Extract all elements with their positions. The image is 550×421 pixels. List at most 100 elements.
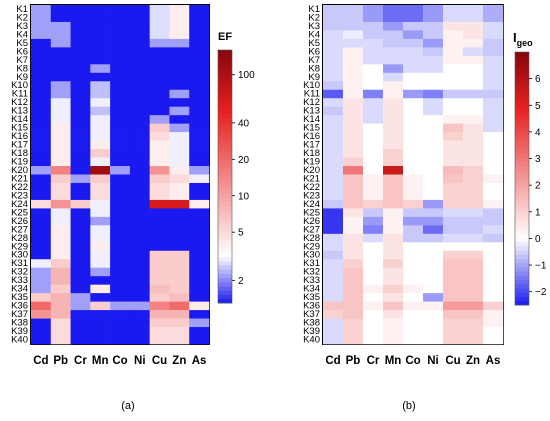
heatmap-cell-K21-Co [110,174,131,184]
heatmap-cell-K28-Zn [463,233,484,243]
heatmap-cell-K23-Ni [129,191,150,201]
colorbar-segment [515,283,529,289]
heatmap-cell-K37-Cu [443,310,464,319]
heatmap-cell-K1-Ni [129,5,150,14]
colorbar-segment [218,155,232,161]
heatmap-cell-K9-Co [110,72,131,82]
heatmap-cell-K18-Ni [423,149,444,158]
heatmap-cell-K7-Mn [90,55,111,65]
heatmap-cell-K3-Zn [169,21,190,31]
colorbar-frame [217,49,233,304]
heatmap-cell-K3-Ni [423,21,444,31]
heatmap-cell-K11-Pb [50,89,71,99]
heatmap-igeo: K1K2K3K4K5K6K7K8K9K10K11K12K13K14K15K16K… [303,4,547,367]
column-label: Zn [172,355,186,367]
heatmap-cell-K32-Co [403,267,424,277]
heatmap-cell-K37-Mn [383,310,404,319]
heatmap-cell-K20-Cd [323,166,344,175]
heatmap-cell-K37-Cu [149,310,170,319]
heatmap-cell-K8-Cr [70,64,91,74]
colorbar-segment [218,294,232,300]
colorbar-segment [515,233,529,238]
heatmap-cell-K6-Cu [149,47,170,57]
heatmap-cell-K23-Zn [169,191,190,201]
heatmap-cell-K34-Pb [50,284,71,294]
heatmap-cell-K35-As [189,293,210,302]
heatmap-cell-K11-As [483,89,504,99]
heatmap-cell-K14-Pb [50,115,71,124]
row-label: K7 [16,55,28,66]
heatmap-cell-K11-Cu [443,89,464,99]
heatmap-cell-K6-Zn [463,47,484,57]
heatmap-cell-K40-Co [110,335,131,345]
row-label: K36 [11,301,28,312]
colorbar-segment [515,279,529,285]
heatmap-cell-K12-Co [403,98,424,107]
heatmap-cell-K36-Ni [423,301,444,311]
heatmap-cell-K34-As [483,284,504,294]
heatmap-cell-K26-As [189,216,210,226]
colorbar-segment [515,292,529,297]
heatmap-cell-K12-Cr [363,98,384,107]
heatmap-cell-K8-Mn [383,64,404,74]
heatmap-cell-K37-Zn [169,310,190,319]
heatmap-cell-K33-Pb [50,276,71,285]
heatmap-cell-K7-Ni [423,55,444,65]
heatmap-cell-K20-Zn [169,166,190,175]
row-label: K18 [11,148,28,159]
colorbar-segment [515,195,529,200]
heatmap-cell-K23-Ni [423,191,444,201]
colorbar-segment [218,269,232,274]
heatmap-cell-K35-Cd [323,293,344,302]
heatmap-cell-K29-Pb [343,242,364,252]
heatmap-cell-K29-Ni [129,242,150,252]
colorbar-segment [515,140,529,146]
row-label: K1 [16,4,28,15]
heatmap-cell-K19-Pb [50,157,71,167]
colorbar-segment [218,79,232,85]
heatmap-cell-K20-Cd [31,166,52,175]
heatmap-cell-K21-Co [403,174,424,184]
heatmap-cell-K1-Cu [149,5,170,14]
heatmap-cell-K29-Pb [50,242,71,252]
heatmap-cell-K19-Ni [423,157,444,167]
heatmap-cell-K24-Ni [423,199,444,209]
heatmap-cell-K10-Co [403,81,424,91]
row-label: K28 [303,233,320,244]
heatmap-cell-K19-Cr [70,157,91,167]
heatmap-cell-K38-Zn [169,318,190,328]
heatmap-cell-K5-As [483,38,504,48]
heatmap-cell-K18-Mn [90,149,111,158]
heatmap-cell-K3-Cu [149,21,170,31]
heatmap-cell-K12-Mn [90,98,111,107]
row-label: K8 [308,63,320,74]
colorbar-segment [218,227,232,232]
column-label: Cr [367,355,380,367]
heatmap-cell-K2-Co [110,13,131,23]
heatmap-cell-K31-Cr [363,259,384,269]
heatmap-cell-K24-Cr [70,199,91,209]
heatmap-cell-K18-Ni [129,149,150,158]
heatmap-cell-K21-As [483,174,504,184]
colorbar-segment [515,68,529,74]
heatmap-cell-K35-Co [110,293,131,302]
heatmap-cell-K35-Cd [31,293,52,302]
heatmap-cell-K5-Mn [383,38,404,48]
row-label: K23 [303,190,320,201]
colorbar-segment [515,199,529,205]
heatmap-cell-K22-Co [110,182,131,192]
row-label: K40 [11,334,28,345]
heatmap-cell-K3-Pb [343,21,364,31]
heatmap-cell-K12-Ni [129,98,150,107]
column-label: Cd [325,355,340,367]
colorbar-segment [218,92,232,97]
heatmap-cell-K16-Mn [383,132,404,141]
colorbar-segment [515,229,529,234]
heatmap-cell-K8-Cr [363,64,384,74]
heatmap-cell-K22-Cr [363,182,384,192]
heatmap-cell-K9-Mn [90,72,111,82]
heatmap-cell-K4-Co [403,30,424,40]
row-label: K34 [303,284,320,295]
heatmap-cell-K23-Cr [363,191,384,201]
row-label: K5 [308,38,320,49]
